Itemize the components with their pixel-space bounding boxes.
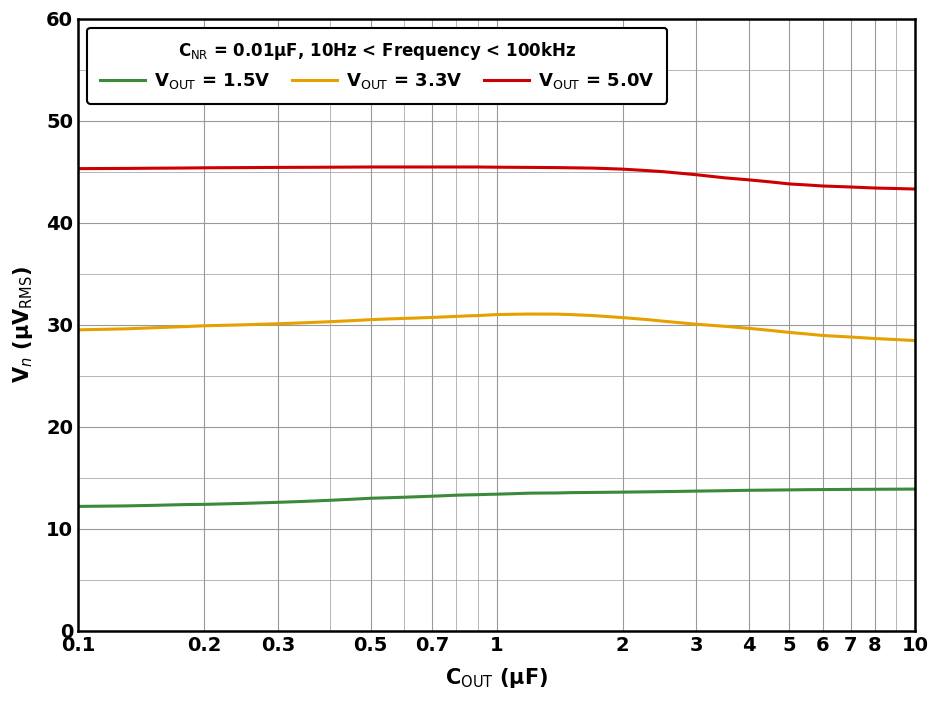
Y-axis label: V$_n$ (μV$_\mathrm{RMS}$): V$_n$ (μV$_\mathrm{RMS}$) [11,266,35,383]
X-axis label: C$_\mathrm{OUT}$ (μF): C$_\mathrm{OUT}$ (μF) [446,666,548,690]
Legend: V$_\mathrm{OUT}$ = 1.5V, V$_\mathrm{OUT}$ = 3.3V, V$_\mathrm{OUT}$ = 5.0V: V$_\mathrm{OUT}$ = 1.5V, V$_\mathrm{OUT}… [87,27,667,104]
